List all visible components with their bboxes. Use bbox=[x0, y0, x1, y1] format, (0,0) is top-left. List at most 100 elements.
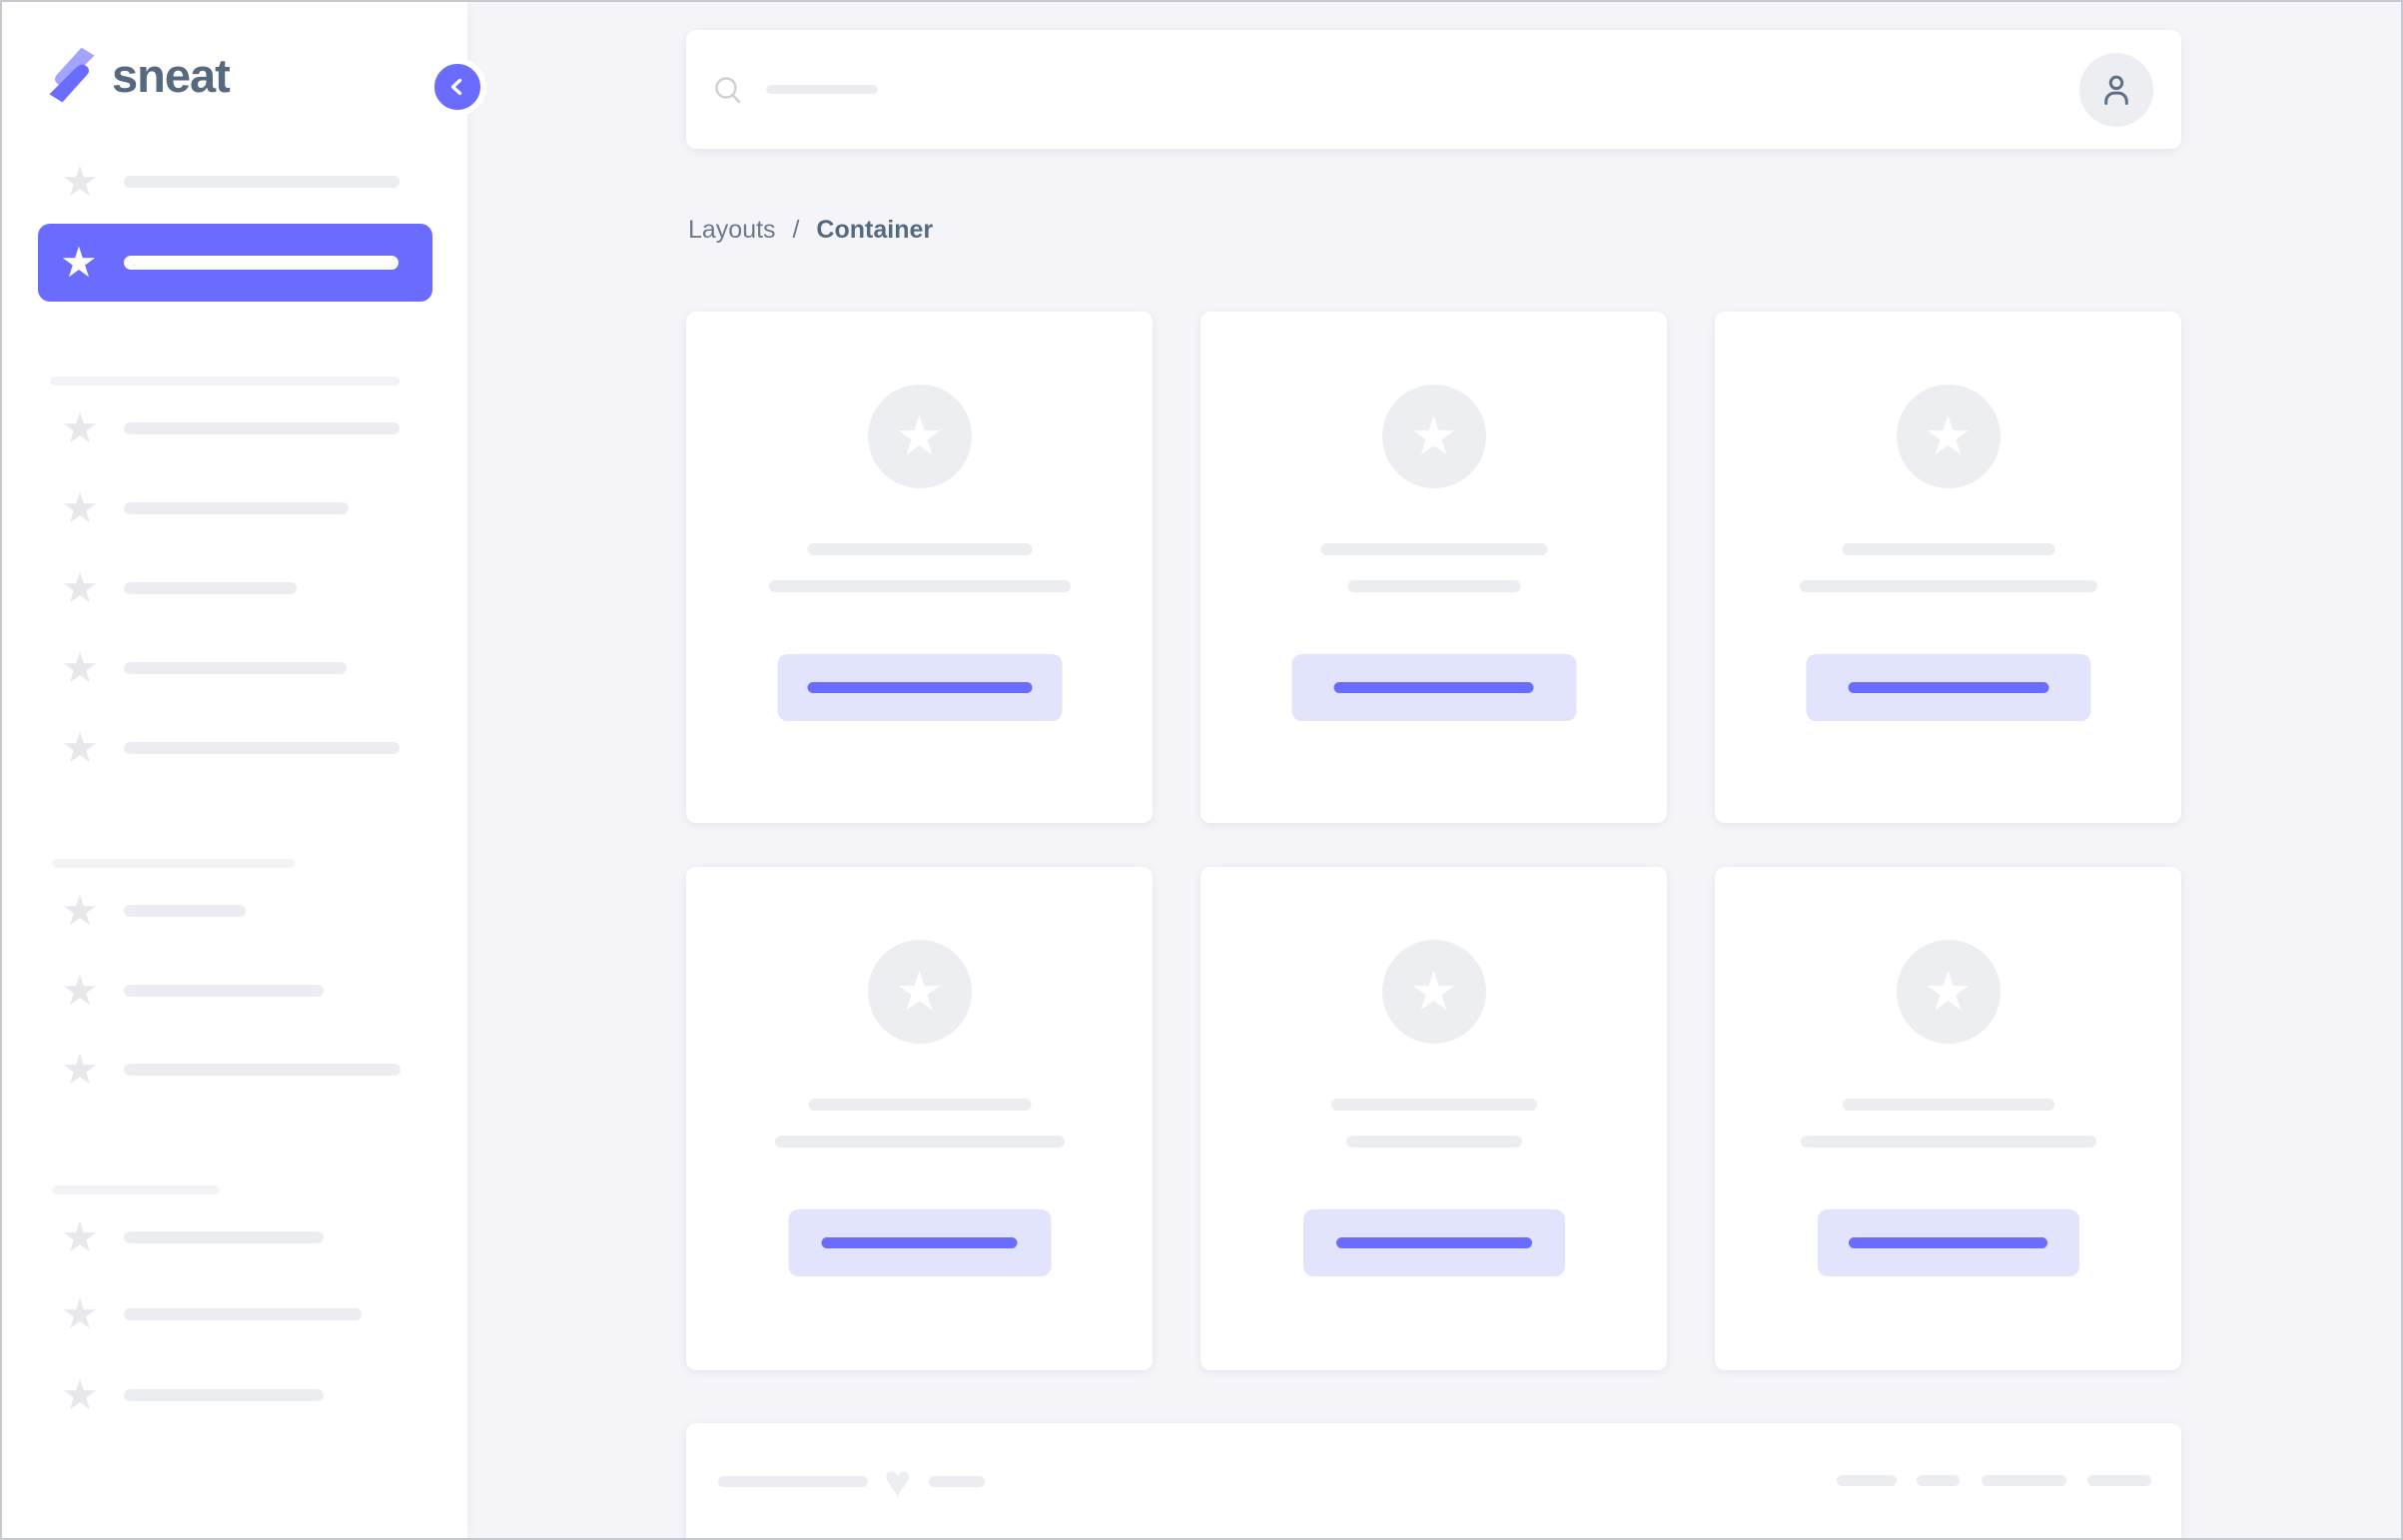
card-button-bar bbox=[1335, 1237, 1532, 1248]
card-button[interactable] bbox=[1302, 1209, 1565, 1276]
logo: sneat bbox=[46, 42, 231, 108]
card: ★ bbox=[686, 312, 1153, 823]
star-icon: ★ bbox=[61, 644, 99, 691]
sidebar-item[interactable]: ★ bbox=[2, 644, 467, 691]
card-avatar-circle: ★ bbox=[1896, 940, 2001, 1044]
star-icon: ★ bbox=[895, 962, 944, 1022]
card: ★ bbox=[686, 867, 1153, 1370]
card-button-bar bbox=[821, 1237, 1018, 1248]
card-button-bar bbox=[1333, 682, 1534, 693]
footer-dash bbox=[1917, 1475, 1960, 1486]
card: ★ bbox=[1715, 312, 2181, 823]
profile-button[interactable] bbox=[2079, 53, 2153, 127]
card-line bbox=[1842, 543, 2054, 555]
star-icon: ★ bbox=[61, 564, 99, 611]
card-line bbox=[774, 1136, 1065, 1148]
logo-text: sneat bbox=[112, 48, 231, 102]
star-icon: ★ bbox=[1924, 406, 1973, 466]
card: ★ bbox=[1715, 867, 2181, 1370]
footer-left-group: ♥ bbox=[718, 1453, 986, 1509]
star-icon: ★ bbox=[61, 724, 99, 771]
card-button[interactable] bbox=[1806, 654, 2090, 721]
sidebar-item[interactable]: ★ bbox=[2, 967, 467, 1014]
sidebar-item-bar bbox=[124, 256, 399, 270]
card-avatar-circle: ★ bbox=[867, 940, 972, 1044]
star-icon: ★ bbox=[61, 404, 99, 451]
star-icon: ★ bbox=[60, 239, 98, 286]
card-button[interactable] bbox=[1291, 654, 1576, 721]
sidebar-item[interactable]: ★ bbox=[2, 564, 467, 611]
card-line bbox=[768, 580, 1071, 592]
sidebar-divider bbox=[52, 859, 295, 868]
sidebar-item-bar bbox=[124, 985, 324, 997]
card-button[interactable] bbox=[777, 654, 1062, 721]
sidebar-item-bar bbox=[124, 1389, 324, 1401]
star-icon: ★ bbox=[895, 406, 944, 466]
sidebar-item[interactable]: ★ bbox=[2, 1290, 467, 1337]
sidebar-item-bar bbox=[124, 422, 400, 434]
card-line bbox=[1800, 1136, 2096, 1148]
card: ★ bbox=[1201, 867, 1667, 1370]
star-icon: ★ bbox=[61, 158, 99, 205]
star-icon: ★ bbox=[61, 1213, 99, 1260]
user-icon bbox=[2104, 75, 2128, 105]
sidebar-item-bar bbox=[124, 502, 349, 514]
card: ★ bbox=[1201, 312, 1667, 823]
star-icon: ★ bbox=[61, 967, 99, 1014]
card-avatar-circle: ★ bbox=[867, 385, 972, 488]
sidebar-item[interactable]: ★ bbox=[2, 487, 467, 529]
sidebar-item[interactable]: ★ bbox=[2, 724, 467, 771]
star-icon: ★ bbox=[1924, 962, 1973, 1022]
sidebar-item-bar bbox=[124, 1231, 324, 1243]
footer-dash bbox=[1837, 1475, 1897, 1486]
sidebar-item-bar bbox=[124, 176, 400, 188]
sidebar-item[interactable]: ★ bbox=[2, 890, 467, 932]
navbar bbox=[686, 30, 2181, 149]
card-button-bar bbox=[1848, 682, 2048, 693]
collapse-sidebar-button[interactable] bbox=[428, 58, 486, 116]
sidebar-item[interactable]: ★ bbox=[2, 1046, 467, 1093]
sidebar-item[interactable]: ★ bbox=[2, 158, 467, 205]
card-line bbox=[1345, 1136, 1522, 1148]
footer-bar bbox=[929, 1475, 986, 1487]
sidebar-item[interactable]: ★ bbox=[2, 404, 467, 451]
card-button[interactable] bbox=[1817, 1209, 2079, 1276]
card-line bbox=[808, 1099, 1031, 1111]
search-field[interactable] bbox=[712, 30, 878, 149]
card-line bbox=[1799, 580, 2097, 592]
card-line bbox=[807, 543, 1032, 555]
card-avatar-circle: ★ bbox=[1896, 385, 2001, 488]
card-line bbox=[1842, 1099, 2054, 1111]
card-line bbox=[1330, 1099, 1537, 1111]
sidebar-divider bbox=[50, 377, 400, 385]
card-button-bar bbox=[1849, 1237, 2047, 1248]
sidebar: sneat ★ ★ ★ ★ ★ ★ ★ ★ ★ ★ ★ ★ ★ bbox=[2, 2, 486, 1538]
breadcrumb-parent[interactable]: Layouts bbox=[688, 216, 776, 244]
card-line bbox=[1347, 580, 1520, 592]
card-avatar-circle: ★ bbox=[1381, 940, 1486, 1044]
sidebar-item-bar bbox=[124, 742, 400, 754]
sidebar-item-bar bbox=[124, 662, 347, 674]
star-icon: ★ bbox=[61, 1046, 99, 1093]
sidebar-item[interactable]: ★ bbox=[2, 1213, 467, 1260]
breadcrumb-separator: / bbox=[792, 216, 800, 244]
breadcrumb-current: Container bbox=[816, 216, 934, 244]
sidebar-item-bar bbox=[124, 1308, 362, 1320]
footer-bar bbox=[718, 1475, 868, 1487]
sidebar-item[interactable]: ★ bbox=[2, 1371, 467, 1418]
star-icon: ★ bbox=[61, 1290, 99, 1337]
sidebar-item-bar bbox=[124, 905, 246, 917]
breadcrumb: Layouts / Container bbox=[688, 216, 933, 245]
footer-dash bbox=[1982, 1475, 2066, 1486]
search-icon bbox=[715, 76, 741, 103]
sidebar-item-active[interactable]: ★ bbox=[38, 224, 432, 302]
footer-card: ♥ bbox=[686, 1423, 2181, 1538]
star-icon: ★ bbox=[61, 1371, 99, 1418]
heart-icon: ♥ bbox=[884, 1455, 912, 1507]
card-avatar-circle: ★ bbox=[1381, 385, 1486, 488]
search-placeholder-bar bbox=[766, 85, 878, 94]
star-icon: ★ bbox=[1409, 962, 1458, 1022]
card-button[interactable] bbox=[788, 1209, 1051, 1276]
card-line bbox=[1320, 543, 1547, 555]
